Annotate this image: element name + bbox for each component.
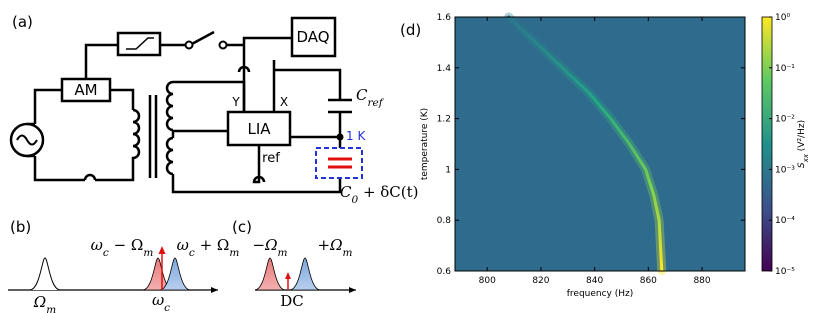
subscript: c: [189, 247, 195, 259]
text-part: C: [356, 86, 368, 104]
mod-label: Ωm: [33, 293, 56, 313]
colorbar: [761, 16, 773, 272]
port-label: X: [280, 95, 288, 109]
box-label: LIA: [247, 120, 271, 138]
subscript: c: [103, 247, 109, 259]
text-part: Ω: [33, 293, 46, 311]
text-part: ω: [91, 236, 103, 254]
plot-frame: [454, 16, 746, 272]
text-part: S: [797, 162, 807, 168]
colorbar-tick-label: 10⁰: [775, 13, 790, 23]
colorbar-tick-label: 10⁻³: [775, 165, 795, 175]
y-tick-label: 1.4: [437, 64, 452, 74]
temp-label: 1 K: [346, 129, 366, 143]
ridge-line: [507, 15, 664, 273]
carrier-label: ωc: [152, 291, 170, 313]
plot-background: [455, 17, 745, 271]
x-tick-label: 840: [586, 276, 603, 286]
cref-label: Cref: [356, 86, 385, 109]
y-tick-label: 1: [445, 165, 451, 175]
spectrum-b: [8, 246, 218, 293]
sideband-label: +Ωm: [318, 236, 353, 259]
panel-label: (b): [10, 218, 31, 236]
heatmap: 800 820 840 860 880 0.6 0.8 1 1.2 1.4 1.6 frequency…: [420, 12, 810, 299]
port-label: Y: [231, 95, 240, 109]
colorbar-tick-label: 10⁻²: [775, 115, 795, 125]
box-label: AM: [74, 81, 97, 99]
colorbar-tick-label: 10⁻⁴: [775, 216, 795, 226]
circuit: [9, 16, 363, 194]
panel-label: (a): [12, 13, 33, 31]
x-tick-label: 800: [479, 276, 496, 286]
subscript: m: [229, 247, 239, 259]
c0-label: C0 + δC(t): [340, 183, 419, 206]
text-part: ω: [152, 291, 164, 309]
port-label: ref: [262, 151, 280, 166]
subscript: m: [278, 247, 288, 259]
sideband-label: ωc − Ωm: [91, 236, 154, 259]
spectrum-c: [254, 257, 356, 293]
subscript: 0: [351, 194, 358, 206]
subscript: xx: [802, 153, 810, 163]
text-part: −Ω: [253, 236, 278, 254]
y-tick-label: 1.2: [437, 115, 451, 125]
panel-label: (d): [400, 21, 421, 39]
subscript: ref: [367, 97, 384, 109]
text-part: − Ω: [109, 236, 144, 254]
y-tick-label: 0.8: [437, 216, 452, 226]
x-axis-label: frequency (Hz): [567, 289, 634, 299]
y-axis-label: temperature (K): [420, 108, 430, 180]
dc-label: DC: [280, 292, 304, 310]
x-tick-label: 860: [640, 276, 657, 286]
text-part: (V²/Hz): [797, 120, 807, 154]
sideband-label: ωc + Ωm: [177, 236, 240, 259]
box-label: DAQ: [296, 28, 329, 46]
x-tick-label: 820: [532, 276, 549, 286]
sideband-label: −Ωm: [253, 236, 288, 259]
panel-label: (c): [232, 218, 252, 236]
subscript: m: [46, 304, 56, 313]
subscript: m: [143, 247, 153, 259]
colorbar-label: Sxx (V²/Hz): [797, 120, 810, 168]
subscript: c: [164, 302, 170, 313]
y-tick-label: 1.6: [437, 13, 452, 23]
text-part: C: [340, 183, 352, 201]
text-part: + δC(t): [358, 183, 418, 201]
x-tick-label: 880: [693, 276, 710, 286]
colorbar-tick-label: 10⁻⁵: [775, 267, 795, 277]
text-part: +Ω: [318, 236, 343, 254]
y-tick-label: 0.6: [437, 267, 452, 277]
colorbar-tick-label: 10⁻¹: [775, 64, 795, 74]
subscript: m: [343, 247, 353, 259]
text-part: ω: [177, 236, 189, 254]
text-part: + Ω: [195, 236, 230, 254]
